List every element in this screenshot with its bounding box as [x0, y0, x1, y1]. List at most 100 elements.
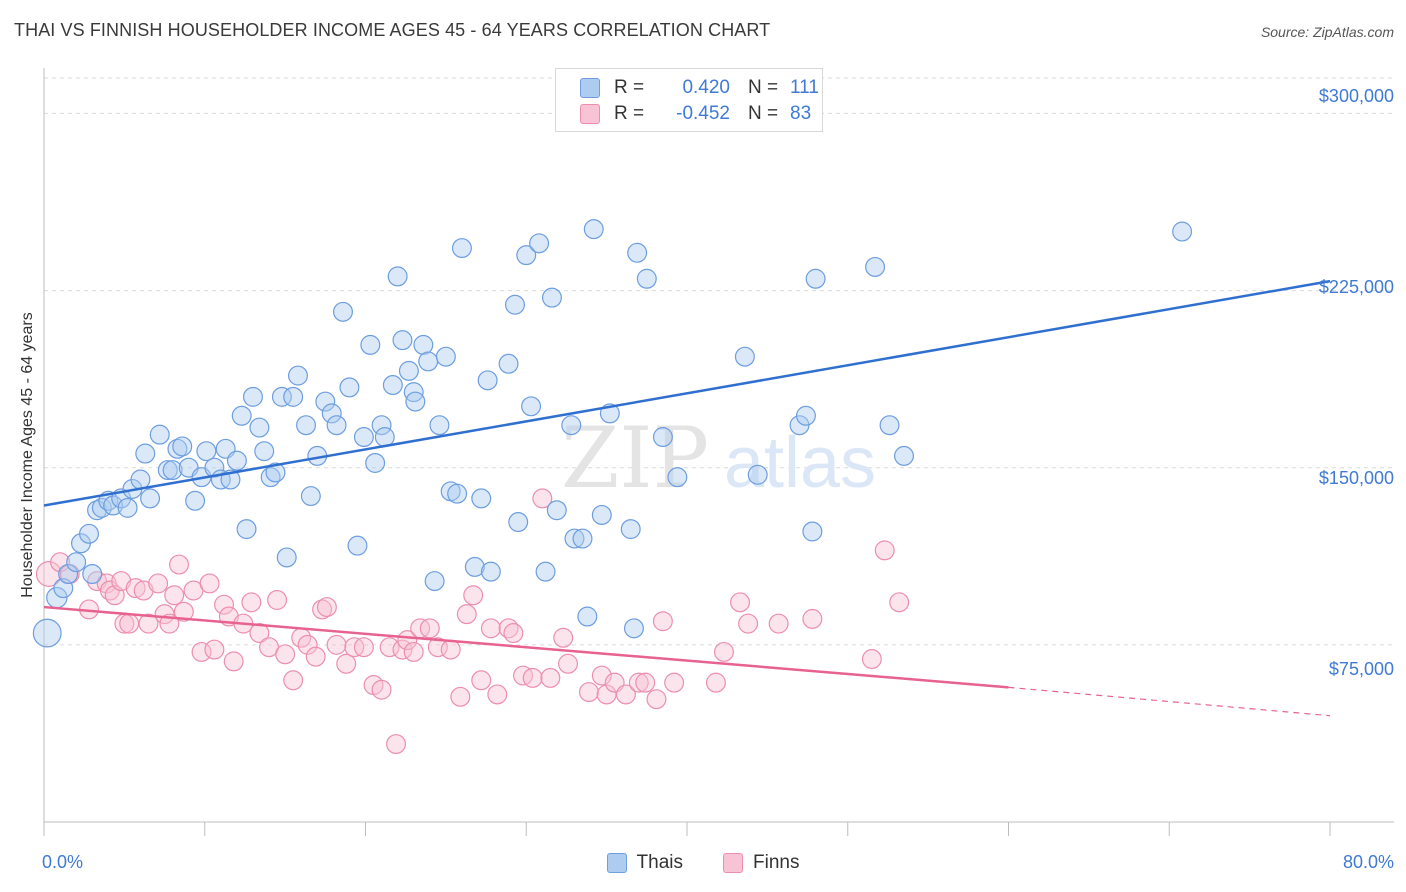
thais-point [374, 427, 395, 447]
finns-point [730, 592, 751, 613]
thais-point [32, 618, 62, 648]
thais-point [508, 512, 529, 533]
finns-point [111, 571, 132, 592]
finns-point [578, 682, 599, 703]
thais-point [521, 396, 542, 417]
legend-n-value: 111 [790, 77, 819, 98]
finns-point [125, 578, 146, 599]
finns-point [336, 653, 357, 674]
thais-point [140, 488, 161, 509]
thais-point [652, 427, 673, 447]
finns-swatch [580, 104, 600, 124]
legend-r-value: 0.420 [682, 77, 730, 98]
legend-r-label: R = [614, 77, 645, 98]
thais-point [149, 424, 170, 445]
finns-point [386, 734, 407, 755]
thais-point [477, 370, 498, 391]
thais-point [226, 450, 247, 471]
thais-point [321, 403, 342, 424]
finns-point [169, 554, 190, 575]
y-tick-label: $225,000 [1318, 277, 1394, 297]
finns-point [450, 686, 471, 707]
thais-point [516, 245, 537, 266]
finns-point [267, 589, 288, 610]
y-tick-label: $75,000 [1328, 659, 1394, 679]
correlation-legend: R = 0.420 N = 111 R = -0.452 N = 83 [555, 68, 823, 132]
legend-item-finns: Finns [723, 852, 799, 874]
thais-point [236, 519, 257, 540]
thais-point [315, 391, 336, 412]
finns-point [283, 670, 304, 691]
thais-point [353, 427, 374, 447]
thais-point [413, 334, 434, 355]
thais-point [392, 330, 413, 351]
finns-point [164, 585, 185, 606]
thais-point [583, 219, 604, 240]
finns-point [297, 634, 318, 655]
thais-point [498, 353, 519, 374]
thais-point [802, 521, 823, 542]
thais-point [546, 500, 567, 521]
thais-point [894, 445, 915, 466]
finns-point [326, 634, 347, 655]
thais-point [382, 375, 403, 396]
thais-point [471, 488, 492, 509]
finns-point [664, 672, 685, 693]
finns-point [705, 672, 726, 693]
finns-point [371, 679, 392, 700]
thais-trend-line [43, 279, 1331, 507]
finns-point [119, 613, 140, 634]
thais-point [283, 386, 304, 407]
thais-point [103, 495, 124, 516]
thais-point [405, 391, 426, 412]
thais-point [162, 460, 183, 481]
legend-n-label: N = [748, 77, 779, 98]
thais-point [242, 386, 263, 407]
thais-point [387, 266, 408, 287]
thais-point [535, 561, 556, 582]
finns-point [532, 488, 553, 509]
source-credit: Source: ZipAtlas.com [1260, 24, 1394, 40]
legend-n-value: 83 [790, 103, 812, 124]
finns-point [199, 573, 220, 594]
finns-point [316, 597, 337, 618]
thais-point [231, 405, 252, 426]
thais-point [541, 287, 562, 308]
thais-point [196, 441, 217, 462]
finns-point [480, 618, 501, 639]
finns-point [173, 601, 194, 622]
finns-point [861, 649, 882, 670]
thais-point [157, 460, 178, 481]
finns-trend-line [43, 605, 1009, 689]
thais-point [435, 346, 456, 367]
thais-point [561, 415, 582, 436]
finns-point [440, 639, 461, 660]
finns-point [427, 637, 448, 658]
thais-point [326, 415, 347, 436]
finns-point [214, 594, 235, 615]
thais-point [429, 415, 450, 436]
watermark-atlas: atlas [724, 423, 876, 503]
finns-point [558, 653, 579, 674]
finns-point [138, 613, 159, 634]
watermark-zip: ZIP [561, 409, 709, 507]
thais-point [667, 467, 688, 488]
thais-point [300, 486, 321, 507]
thais-point [747, 464, 768, 485]
legend-row-thais: R = 0.420 N = 111 [580, 76, 819, 100]
thais-point [185, 490, 206, 511]
finns-point [353, 637, 374, 658]
legend-r-label: R = [614, 103, 645, 124]
thais-point [130, 469, 151, 490]
thais-point [447, 483, 468, 504]
thais-point [627, 242, 648, 263]
thais-point [451, 238, 472, 259]
thais-point [636, 268, 657, 289]
thais-point [564, 528, 585, 549]
thais-point [82, 564, 103, 584]
thais-point [365, 453, 386, 473]
finns-point [522, 667, 543, 688]
thais-point [398, 360, 419, 381]
finns-point [553, 627, 574, 648]
finns-point [628, 672, 649, 693]
